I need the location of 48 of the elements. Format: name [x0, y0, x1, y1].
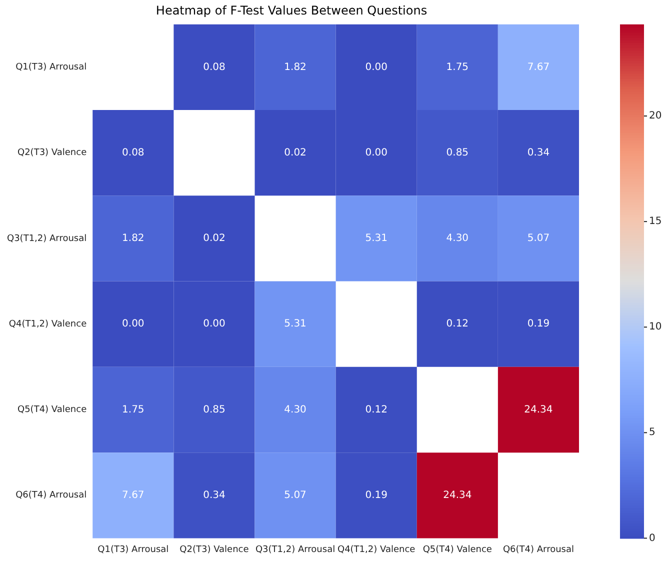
data-label: 0.02 [284, 147, 306, 158]
y-tick-label: Q2(T3) Valence [17, 148, 88, 158]
data-label: 7.67 [527, 62, 550, 73]
data-label: 1.75 [446, 62, 469, 73]
data-label: 24.34 [524, 404, 553, 416]
data-label: 24.34 [443, 490, 472, 501]
data-label: 0.19 [365, 490, 388, 501]
y-tick-label: Q3(T1,2) Arrousal [6, 234, 87, 244]
x-tick-label: Q4(T1,2) Valence [337, 544, 416, 555]
color-bar-label: 0 [649, 532, 656, 544]
data-label: 0.00 [122, 318, 144, 330]
data-label: 0.02 [203, 233, 226, 244]
data-label: 7.67 [122, 490, 144, 501]
data-label: 0.19 [527, 318, 550, 330]
y-tick-label: Q1(T3) Arrousal [16, 62, 87, 73]
x-tick-label: Q2(T3) Valence [180, 544, 250, 555]
data-label: 1.75 [122, 404, 144, 416]
data-label: 5.07 [527, 233, 550, 244]
color-bar-label: 10 [649, 322, 662, 333]
data-label: 5.31 [365, 233, 388, 244]
data-label: 0.12 [365, 404, 388, 416]
data-label: 0.12 [446, 318, 469, 330]
data-label: 0.08 [203, 62, 226, 73]
y-tick-label: Q5(T4) Valence [17, 405, 88, 416]
data-label: 0.00 [365, 62, 388, 73]
data-label: 0.85 [203, 404, 226, 416]
x-tick-label: Q5(T4) Valence [422, 544, 492, 555]
chart-title: Heatmap of F-Test Values Between Questions [156, 3, 428, 18]
data-label: 4.30 [446, 233, 469, 244]
x-tick-label: Q6(T4) Arrousal [502, 544, 574, 555]
data-label: 5.07 [284, 490, 306, 501]
x-tick-label: Q3(T1,2) Arrousal [255, 544, 336, 555]
data-label: 4.30 [284, 404, 306, 416]
x-tick-label: Q1(T3) Arrousal [98, 544, 169, 555]
color-bar-label: 20 [649, 110, 662, 122]
data-label: 5.31 [284, 318, 306, 330]
y-tick-label: Q4(T1,2) Valence [8, 319, 88, 330]
data-label: 0.34 [527, 147, 550, 158]
data-label: 0.34 [203, 490, 226, 501]
data-label: 0.00 [203, 318, 226, 330]
data-label: 0.85 [446, 147, 469, 158]
data-label: 0.00 [365, 147, 388, 158]
color-bar-label: 5 [649, 427, 656, 438]
y-tick-label: Q6(T4) Arrousal [16, 490, 87, 501]
data-label: 1.82 [122, 233, 144, 244]
data-label: 1.82 [284, 62, 306, 73]
data-label: 0.08 [122, 147, 144, 158]
color-bar-label: 15 [649, 216, 662, 228]
